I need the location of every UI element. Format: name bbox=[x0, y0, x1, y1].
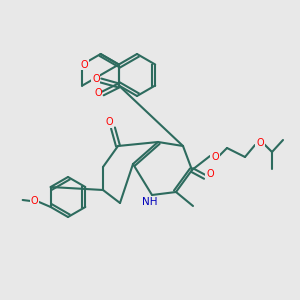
Text: O: O bbox=[211, 152, 219, 162]
Text: NH: NH bbox=[142, 197, 158, 207]
Text: O: O bbox=[31, 196, 38, 206]
Text: O: O bbox=[105, 117, 113, 127]
Text: O: O bbox=[92, 74, 100, 83]
Text: O: O bbox=[94, 88, 102, 98]
Text: O: O bbox=[81, 59, 88, 70]
Text: O: O bbox=[256, 138, 264, 148]
Text: O: O bbox=[206, 169, 214, 179]
